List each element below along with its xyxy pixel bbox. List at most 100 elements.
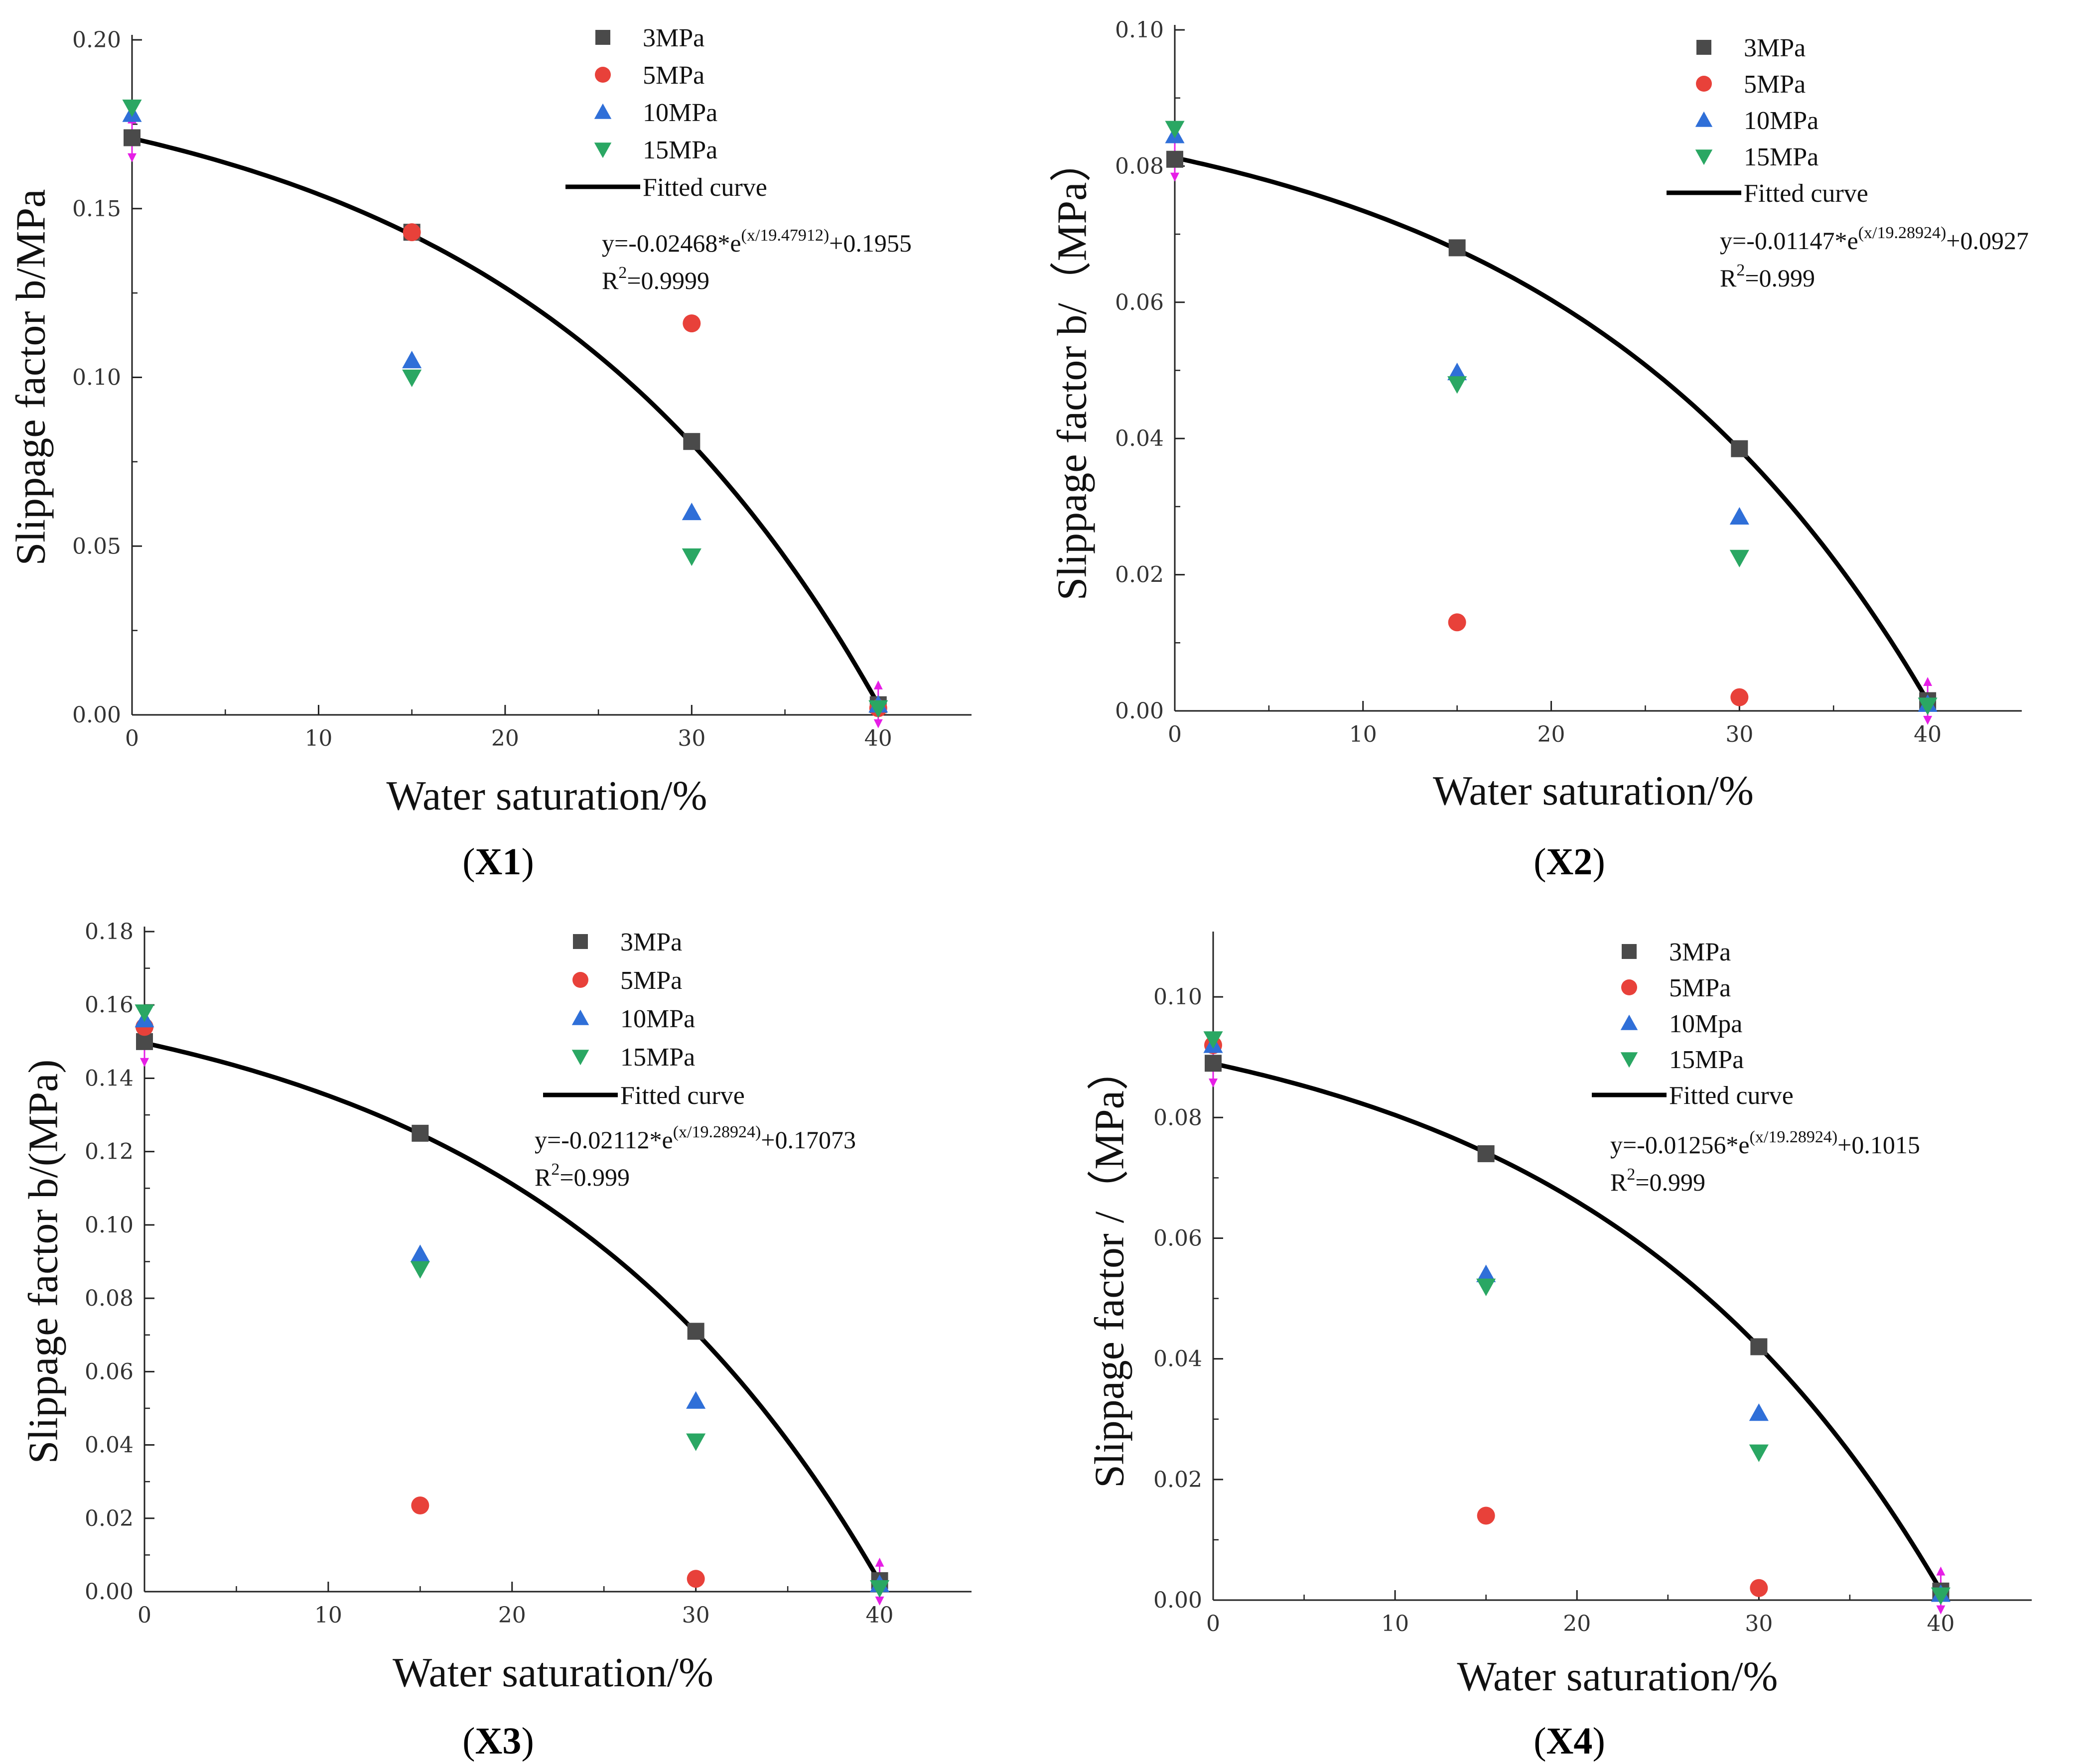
- legend-label: 10MPa: [643, 99, 717, 127]
- legend-label: 3MPa: [620, 928, 682, 956]
- data-point-10mpa: [1729, 507, 1749, 525]
- fit-equation: y=-0.02112*e(x/19.28924)+0.17073: [535, 1123, 856, 1154]
- y-tick-label: 0.04: [1115, 426, 1164, 451]
- x-tick-label: 20: [498, 1603, 526, 1628]
- data-point-3mpa: [1750, 1338, 1768, 1356]
- chart-panel-x2: 0 10 20 30 40 0.00 0.02 0.04 0.06 0.08 0.10 Water s…: [1049, 17, 2029, 883]
- r-squared: R2=0.999: [1610, 1165, 1705, 1196]
- chart-panel-x4: 0 10 20 30 40 0.00 0.02 0.04 0.06 0.08 0.10 Water s…: [1086, 932, 2032, 1762]
- data-point-15mpa: [1203, 1031, 1223, 1049]
- data-point-3mpa: [412, 1124, 429, 1142]
- data-point-15mpa: [1476, 1278, 1496, 1296]
- r2-value: =0.999: [1745, 264, 1815, 292]
- legend-marker-10mpa: [1695, 111, 1713, 127]
- x-tick-label: 30: [682, 1603, 710, 1628]
- data-point-15mpa: [870, 1580, 890, 1598]
- x-tick-label: 10: [1381, 1611, 1409, 1636]
- fitted-curve: [1213, 1061, 1943, 1592]
- data-point-5mpa: [683, 314, 701, 333]
- y-tick-label: 0.02: [1153, 1467, 1202, 1493]
- error-bar-arrow: [128, 153, 137, 162]
- equation-suffix: +0.1955: [829, 229, 912, 257]
- data-point-3mpa: [1477, 1145, 1495, 1162]
- error-bar-arrow: [1936, 1566, 1946, 1576]
- legend-label: 5MPa: [643, 61, 704, 90]
- panel-label-close: ): [521, 841, 534, 883]
- equation-prefix: y=-0.02468*e: [602, 229, 741, 257]
- y-tick-label: 0.04: [1153, 1347, 1202, 1372]
- panel-label: (X2): [1534, 841, 1605, 883]
- panel-label: (X1): [462, 841, 534, 883]
- data-point-10mpa: [1749, 1403, 1769, 1421]
- equation-prefix: y=-0.01147*e: [1720, 227, 1858, 255]
- r2-superscript: 2: [551, 1160, 559, 1179]
- equation-suffix: +0.17073: [761, 1126, 856, 1154]
- panel-label-open: (: [1534, 841, 1546, 883]
- y-axis-title: Slippage factor b/（MPa）: [1049, 140, 1095, 601]
- chart-panel-x3: 0 10 20 30 40 0.00 0.02 0.04 0.06 0.08 0.10 0.12 0.1…: [20, 919, 972, 1762]
- legend-marker-5mpa: [1696, 76, 1712, 92]
- legend-marker-3mpa: [595, 30, 610, 45]
- data-point-10mpa: [410, 1244, 430, 1262]
- r2-prefix: R: [1720, 264, 1737, 292]
- data-point-3mpa: [1166, 150, 1183, 168]
- y-tick-label: 0.06: [85, 1359, 134, 1384]
- error-bar-arrow: [1170, 172, 1179, 182]
- y-tick-label: 0.04: [85, 1433, 134, 1458]
- legend-label: 15MPa: [643, 136, 717, 164]
- x-tick-label: 40: [1927, 1611, 1954, 1636]
- equation-prefix: y=-0.02112*e: [535, 1126, 673, 1154]
- fit-equation: y=-0.02468*e(x/19.47912)+0.1955: [602, 226, 912, 257]
- legend-marker-15mpa: [571, 1050, 589, 1066]
- equation-exponent: (x/19.28924): [1858, 224, 1947, 242]
- x-tick-label: 0: [138, 1603, 151, 1628]
- error-bar-arrow: [1209, 1079, 1218, 1088]
- legend-marker-5mpa: [595, 67, 611, 83]
- x-tick-label: 20: [1563, 1611, 1591, 1636]
- y-tick-label: 0.00: [85, 1579, 134, 1605]
- data-point-15mpa: [122, 99, 142, 118]
- x-tick-label: 0: [125, 726, 139, 751]
- y-axis-title: Slippage factor b/MPa: [7, 189, 54, 566]
- r2-prefix: R: [1610, 1168, 1627, 1196]
- error-bar-arrow: [873, 719, 883, 728]
- fitted-curve: [1174, 155, 1930, 702]
- data-point-15mpa: [868, 700, 888, 718]
- data-point-15mpa: [686, 1433, 706, 1451]
- legend-label: 5MPa: [1744, 70, 1806, 99]
- legend-marker-10mpa: [1620, 1014, 1638, 1030]
- legend-label: 3MPa: [1744, 34, 1806, 62]
- panel-label-id: X3: [475, 1720, 522, 1762]
- data-point-15mpa: [402, 369, 422, 388]
- r2-prefix: R: [602, 267, 619, 294]
- legend-fit-label: Fitted curve: [643, 173, 767, 202]
- legend-fit-label: Fitted curve: [1744, 179, 1868, 208]
- fit-equation: y=-0.01147*e(x/19.28924)+0.0927: [1720, 224, 2029, 255]
- r2-value: =0.999: [559, 1163, 630, 1191]
- data-point-3mpa: [1448, 239, 1466, 257]
- data-point-15mpa: [135, 1004, 154, 1022]
- legend-label: 10Mpa: [1669, 1010, 1742, 1038]
- r2-prefix: R: [535, 1163, 552, 1191]
- data-point-3mpa: [124, 129, 140, 146]
- legend-label: 3MPa: [643, 24, 704, 52]
- data-point-15mpa: [1918, 697, 1938, 715]
- error-bar-arrow: [140, 1058, 149, 1067]
- x-tick-label: 40: [1914, 722, 1942, 747]
- y-tick-label: 0.12: [85, 1139, 134, 1165]
- r-squared: R2=0.9999: [602, 264, 709, 294]
- x-tick-label: 30: [1725, 722, 1753, 747]
- legend-marker-3mpa: [573, 934, 588, 949]
- data-point-10mpa: [1476, 1264, 1496, 1282]
- data-point-3mpa: [1205, 1055, 1222, 1072]
- panel-label-open: (: [462, 841, 475, 883]
- legend-label: 10MPa: [1744, 107, 1818, 135]
- x-tick-label: 10: [1349, 722, 1377, 747]
- legend-marker-15mpa: [1620, 1052, 1638, 1068]
- data-point-5mpa: [403, 223, 421, 242]
- data-point-15mpa: [410, 1261, 430, 1279]
- y-tick-label: 0.00: [1115, 698, 1164, 724]
- error-bar-arrow: [873, 680, 883, 689]
- data-point-5mpa: [1750, 1579, 1768, 1597]
